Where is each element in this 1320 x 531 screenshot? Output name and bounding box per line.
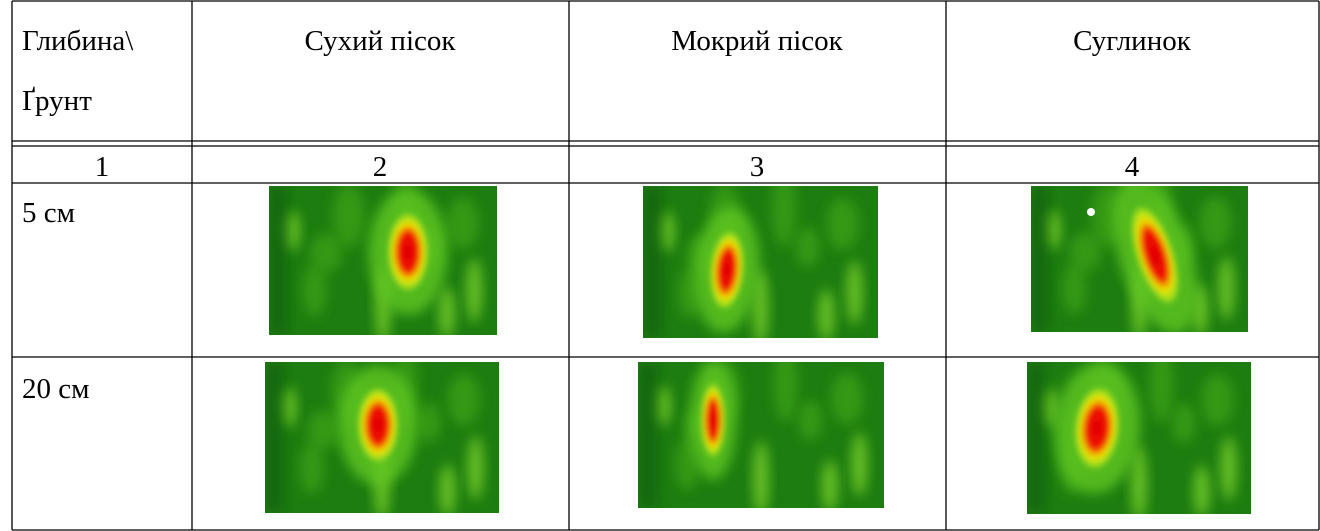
- column-number: 4: [1125, 151, 1140, 183]
- radar-image: [269, 186, 497, 335]
- radar-image: [265, 362, 499, 513]
- radar-image: [1031, 186, 1248, 332]
- column-number: 1: [95, 151, 110, 183]
- radar-image: [638, 362, 884, 508]
- row-label: 20 см: [22, 373, 89, 405]
- radar-image: [643, 186, 878, 338]
- column-header: Суглинок: [1073, 25, 1192, 57]
- column-number: 3: [750, 151, 765, 183]
- column-header: Сухий пісок: [305, 25, 457, 57]
- table-borders: [11, 0, 1320, 531]
- row-label: 5 см: [22, 197, 75, 229]
- column-number: 2: [373, 151, 388, 183]
- image-speck: [1087, 208, 1095, 216]
- corner-header-line: Глибина\: [22, 25, 134, 57]
- radar-image: [1027, 362, 1251, 514]
- corner-header-line: Ґрунт: [22, 85, 92, 117]
- column-header: Мокрий пісок: [671, 25, 843, 57]
